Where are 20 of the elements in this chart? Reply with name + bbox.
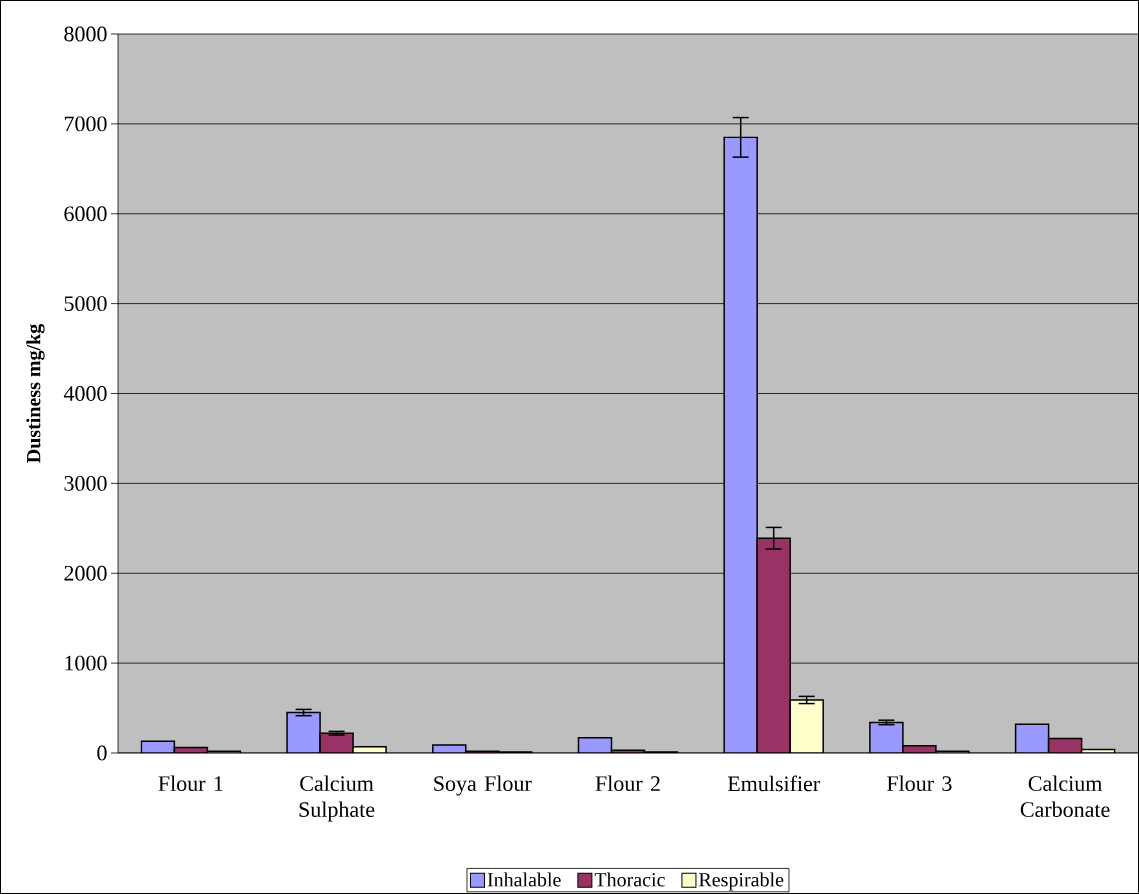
y-tick-label: 0	[97, 745, 107, 761]
x-tick-label: Calcium Sulphate	[299, 775, 375, 822]
y-tick-label: 1000	[65, 655, 107, 671]
y-tick-label: 2000	[64, 565, 107, 581]
x-tick-label: Flour 3	[887, 775, 952, 792]
y-axis-title: Dustiness mg/kg	[26, 323, 45, 463]
y-tick-label: 4000	[63, 386, 107, 401]
y-tick-label: 3000	[64, 475, 107, 491]
y-tick-label: 6000	[64, 206, 107, 222]
x-tick-label: Flour 1	[158, 775, 223, 792]
x-tick-label: Emulsifier	[727, 775, 820, 792]
legend-label: Inhalable	[487, 872, 561, 887]
x-tick-label: Flour 2	[595, 775, 660, 792]
y-tick-label: 5000	[64, 296, 107, 312]
legend-label: Thoracic	[594, 872, 665, 887]
y-tick-label: 8000	[64, 26, 107, 42]
y-tick-label: 7000	[64, 116, 107, 132]
x-tick-label: Soya Flour	[434, 775, 532, 796]
legend-label: Respirable	[699, 872, 784, 891]
x-tick-label: Calcium Carbonate	[1020, 775, 1110, 818]
